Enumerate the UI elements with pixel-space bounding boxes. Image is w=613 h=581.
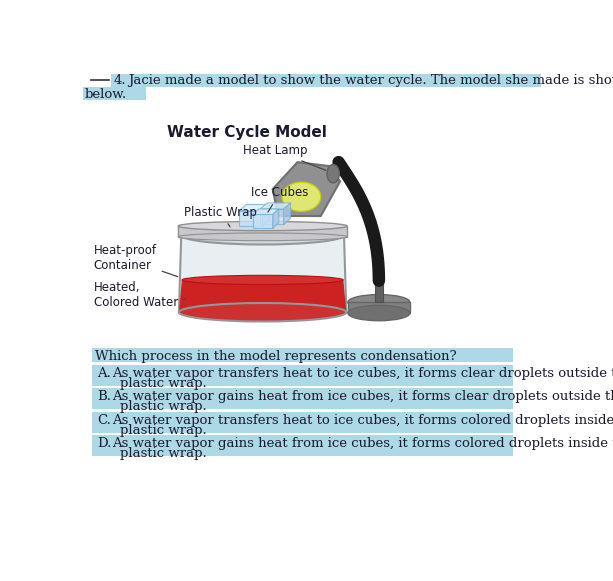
Text: Water Cycle Model: Water Cycle Model (167, 125, 327, 140)
Ellipse shape (179, 303, 346, 321)
Polygon shape (239, 205, 270, 211)
FancyBboxPatch shape (83, 87, 147, 100)
Text: 4.: 4. (114, 74, 126, 87)
Text: Heat Lamp: Heat Lamp (243, 144, 326, 170)
FancyBboxPatch shape (92, 411, 513, 433)
Polygon shape (273, 162, 340, 216)
Text: plastic wrap.: plastic wrap. (120, 377, 207, 390)
Polygon shape (261, 209, 284, 224)
Ellipse shape (348, 306, 410, 321)
Text: Plastic Wrap: Plastic Wrap (183, 206, 256, 227)
Text: Which process in the model represents condensation?: Which process in the model represents co… (95, 350, 457, 363)
Text: B.: B. (97, 390, 111, 403)
Ellipse shape (178, 233, 347, 241)
Polygon shape (273, 209, 279, 228)
Bar (375, 281, 383, 302)
Text: As water vapor transfers heat to ice cubes, it forms clear droplets outside the: As water vapor transfers heat to ice cub… (112, 367, 613, 380)
FancyBboxPatch shape (92, 349, 513, 363)
Bar (348, 302, 410, 313)
Text: below.: below. (85, 88, 127, 101)
Polygon shape (253, 209, 279, 214)
Text: As water vapor gains heat from ice cubes, it forms colored droplets inside the: As water vapor gains heat from ice cubes… (112, 437, 613, 450)
FancyBboxPatch shape (92, 388, 513, 409)
Polygon shape (262, 205, 270, 226)
Polygon shape (179, 235, 346, 312)
Text: plastic wrap.: plastic wrap. (120, 447, 207, 460)
Ellipse shape (182, 275, 343, 285)
Polygon shape (261, 203, 291, 209)
Text: As water vapor transfers heat to ice cubes, it forms colored droplets inside the: As water vapor transfers heat to ice cub… (112, 414, 613, 427)
Text: D.: D. (97, 437, 111, 450)
Polygon shape (284, 203, 291, 224)
Ellipse shape (327, 164, 340, 183)
Ellipse shape (178, 221, 347, 231)
Text: plastic wrap.: plastic wrap. (120, 400, 207, 413)
Text: plastic wrap.: plastic wrap. (120, 424, 207, 437)
FancyBboxPatch shape (92, 435, 513, 456)
Text: A.: A. (97, 367, 111, 380)
Ellipse shape (282, 182, 321, 211)
Polygon shape (253, 214, 273, 228)
Ellipse shape (181, 226, 344, 245)
Polygon shape (179, 280, 346, 312)
FancyBboxPatch shape (92, 365, 513, 386)
Bar (178, 226, 347, 237)
Text: Jacie made a model to show the water cycle. The model she made is shown: Jacie made a model to show the water cyc… (128, 74, 613, 87)
Text: C.: C. (97, 414, 111, 427)
Text: As water vapor gains heat from ice cubes, it forms clear droplets outside the: As water vapor gains heat from ice cubes… (112, 390, 613, 403)
FancyBboxPatch shape (111, 74, 541, 87)
Text: Ice Cubes: Ice Cubes (251, 187, 308, 212)
Text: Heat-proof
Container: Heat-proof Container (94, 245, 178, 277)
Polygon shape (239, 211, 262, 226)
Text: Heated,
Colored Water: Heated, Colored Water (94, 281, 185, 309)
Ellipse shape (348, 295, 410, 310)
